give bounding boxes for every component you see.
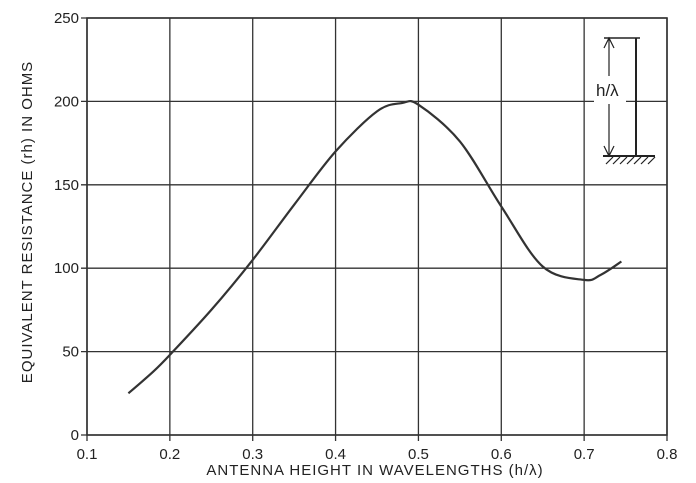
x-tick-label: 0.5	[408, 446, 429, 463]
x-tick-label: 0.7	[574, 446, 595, 463]
inset-label: h/λ	[596, 81, 619, 100]
y-tick-label: 50	[62, 344, 79, 361]
x-tick-label: 0.3	[242, 446, 263, 463]
x-tick-label: 0.6	[491, 446, 512, 463]
y-tick-label: 200	[54, 93, 79, 110]
resistance-curve	[128, 101, 621, 393]
y-tick-label: 0	[71, 427, 79, 444]
x-tick-label: 0.1	[77, 446, 98, 463]
plot-frame	[87, 18, 667, 435]
y-tick-label: 150	[54, 177, 79, 194]
y-axis-label: EQUIVALENT RESISTANCE (rh) IN OHMS	[19, 61, 36, 383]
x-tick-label: 0.8	[657, 446, 678, 463]
y-tick-label: 100	[54, 260, 79, 277]
x-axis-label: ANTENNA HEIGHT IN WAVELENGTHS (h/λ)	[206, 462, 543, 479]
y-tick-label: 250	[54, 10, 79, 27]
x-tick-label: 0.4	[325, 446, 346, 463]
x-tick-label: 0.2	[159, 446, 180, 463]
grid	[81, 18, 667, 441]
